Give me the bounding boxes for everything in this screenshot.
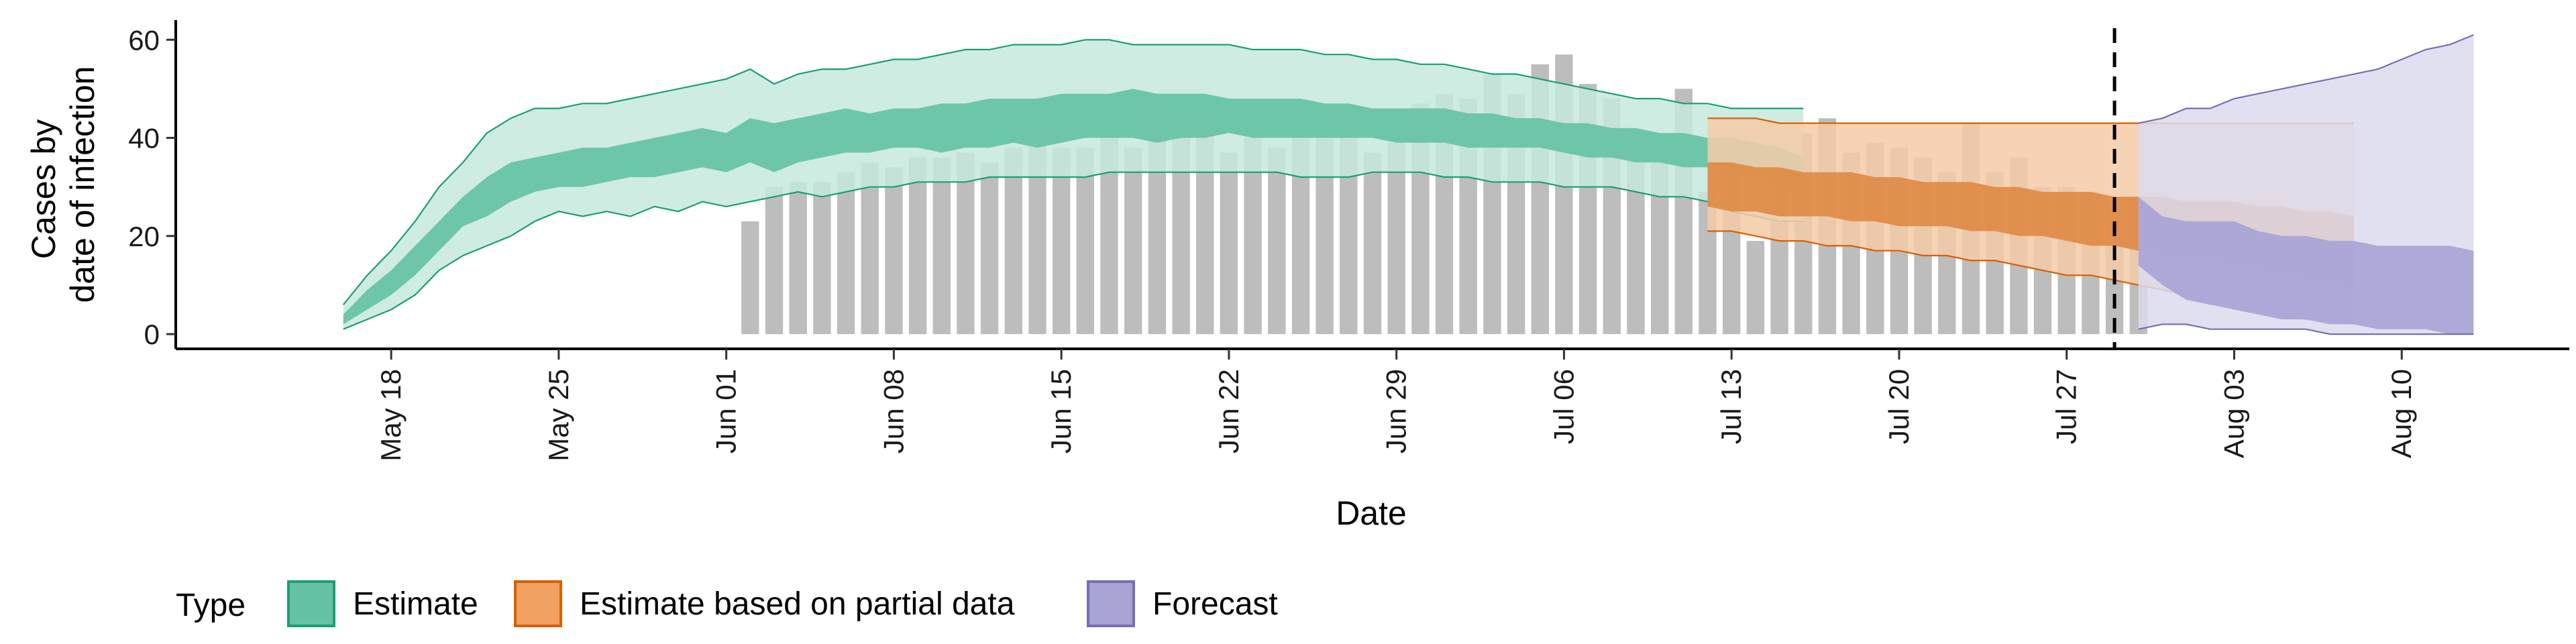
legend-key-forecast: [1087, 580, 1135, 627]
y-tick-label: 60: [128, 24, 160, 56]
axes-layer: 0 20 40 60 May 18 May 25 Jun 01 Jun 08 Jun 15 Jun…: [128, 20, 2569, 462]
case-bar: [837, 172, 855, 334]
band-lower-edge-forecast: [2138, 323, 2474, 335]
case-bar: [813, 182, 831, 334]
legend-label-estimate: Estimate: [353, 586, 478, 622]
case-bar: [908, 157, 927, 335]
legend-key-partial: [514, 580, 562, 627]
case-bar: [765, 186, 784, 335]
legend-label-partial: Estimate based on partial data: [580, 586, 1015, 622]
y-axis-title-line-1: Cases by: [25, 119, 62, 259]
x-tick-label: Jun 15: [1045, 369, 1077, 453]
x-tick-label: May 25: [543, 369, 574, 462]
case-bar: [885, 167, 903, 335]
band-upper-edge-forecast: [2138, 34, 2474, 124]
x-tick-label: Jul 13: [1715, 369, 1747, 444]
x-tick-label: Jun 01: [710, 369, 742, 453]
case-bar: [1220, 152, 1238, 335]
x-tick-label: Jul 06: [1548, 369, 1579, 444]
case-bar: [1004, 148, 1022, 334]
y-axis-title: Cases by date of infection: [25, 66, 101, 303]
case-bar: [1053, 148, 1071, 334]
case-bar: [1746, 241, 1765, 335]
legend: Type Estimate Estimate based on partial …: [176, 580, 1278, 627]
x-tick-label: Jun 08: [877, 369, 909, 453]
x-axis-title: Date: [1336, 494, 1407, 532]
band-lower-edge-estimate: [343, 171, 1804, 330]
band-50-forecast: [2138, 197, 2474, 335]
y-tick-label: 0: [144, 319, 160, 350]
bands-layer: [342, 34, 2474, 335]
band-upper-edge-estimate: [342, 39, 1804, 305]
x-tick-label: Jul 27: [2051, 369, 2082, 444]
legend-title: Type: [176, 588, 246, 623]
case-bar: [861, 162, 879, 335]
case-bar: [789, 182, 807, 334]
y-tick-label: 20: [128, 221, 160, 252]
y-tick-label: 40: [128, 123, 160, 154]
x-tick-label: Jun 29: [1381, 369, 1412, 453]
case-bar: [1387, 142, 1405, 335]
band-50-estimate: [343, 89, 1804, 325]
x-tick-label: Aug 03: [2218, 369, 2250, 458]
case-bar: [741, 221, 759, 335]
y-axis-title-line-2: date of infection: [64, 66, 101, 303]
case-bar: [932, 157, 951, 335]
case-bar: [1363, 152, 1382, 335]
case-bar: [1124, 148, 1142, 334]
x-tick-label: May 18: [375, 369, 407, 462]
legend-label-forecast: Forecast: [1152, 586, 1278, 622]
case-bar: [957, 152, 975, 335]
case-bar: [1076, 148, 1094, 334]
case-bar: [980, 162, 999, 335]
x-tick-label: Jul 20: [1883, 369, 1915, 444]
legend-key-estimate: [287, 580, 335, 627]
x-tick-label: Aug 10: [2385, 369, 2417, 458]
x-tick-label: Jun 22: [1213, 369, 1244, 453]
case-bar: [1268, 148, 1286, 334]
